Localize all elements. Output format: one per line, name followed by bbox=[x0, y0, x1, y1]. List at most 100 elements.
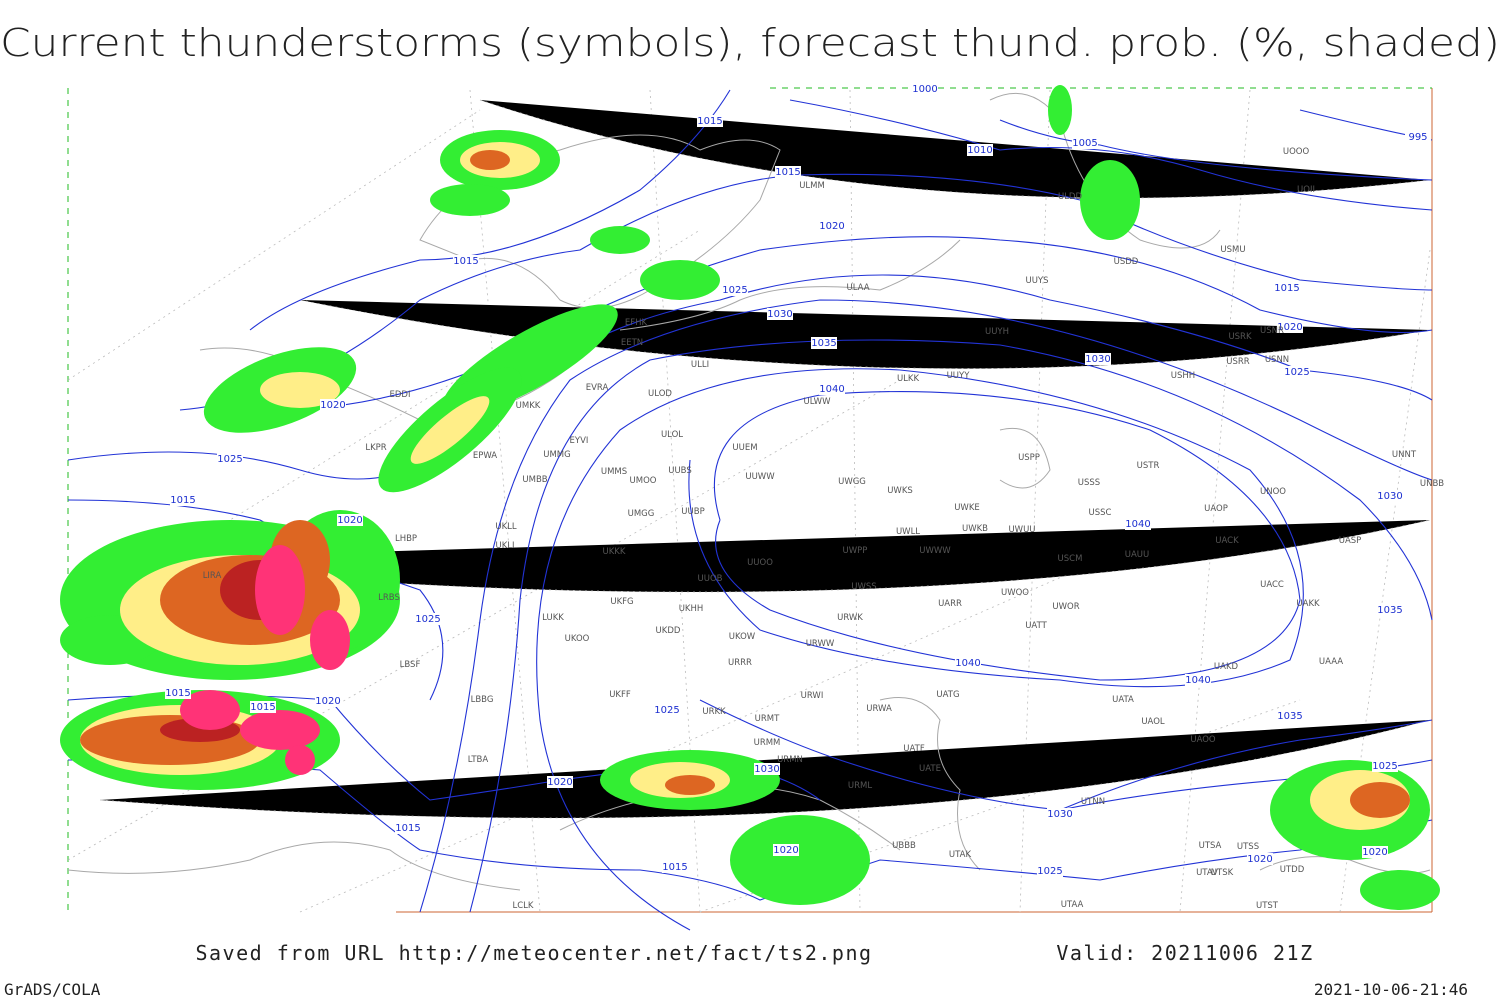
station-label: LCLK bbox=[513, 901, 534, 911]
isobar-label-bg bbox=[955, 657, 981, 669]
isobar-label-bg bbox=[722, 284, 748, 296]
station-label: UAUU bbox=[1125, 550, 1149, 560]
isobar-label-bg bbox=[1247, 853, 1273, 865]
isobar-label: 1020 bbox=[819, 221, 844, 232]
station-label: LUKK bbox=[542, 613, 564, 623]
station-label: UACK bbox=[1215, 536, 1239, 546]
station-label: UATE bbox=[919, 764, 941, 774]
station-label: URKK bbox=[702, 707, 726, 717]
station-label: UTAK bbox=[949, 850, 972, 860]
isobar-label: 1010 bbox=[967, 145, 992, 156]
station-label: UWKB bbox=[962, 524, 988, 534]
station-label: EETN bbox=[621, 338, 643, 348]
station-label: UUWW bbox=[745, 472, 775, 482]
isobar-label-bg bbox=[170, 494, 196, 506]
station-label: URML bbox=[848, 781, 872, 791]
isobar-label: 1040 bbox=[1125, 519, 1150, 530]
station-label: ULMM bbox=[799, 181, 825, 191]
thunderstorm-probability bbox=[60, 85, 1440, 910]
isobar-label: 1015 bbox=[250, 702, 275, 713]
isobar-label-bg bbox=[547, 776, 573, 788]
isobar-label: 1030 bbox=[1377, 491, 1402, 502]
station-label: URMM bbox=[754, 738, 781, 748]
station-label: UATG bbox=[936, 690, 959, 700]
station-label: UNBB bbox=[1420, 479, 1444, 489]
isobar-label: 1020 bbox=[320, 400, 345, 411]
timestamp: 2021-10-06-21:46 bbox=[1314, 980, 1468, 999]
isobar-label-bg bbox=[217, 453, 243, 465]
station-label: UASP bbox=[1339, 536, 1362, 546]
isobar-label: 995 bbox=[1408, 132, 1427, 143]
isobar-label: 1025 bbox=[1284, 367, 1309, 378]
station-label: UTAV bbox=[1196, 868, 1218, 878]
station-label: UKOW bbox=[729, 632, 756, 642]
isobar-label: 1035 bbox=[1277, 711, 1302, 722]
isobar-label-bg bbox=[912, 83, 938, 95]
station-label: ULDD bbox=[1058, 192, 1083, 202]
station-label: UWLL bbox=[896, 527, 920, 537]
station-label: ULAA bbox=[846, 283, 869, 293]
station-label: USPP bbox=[1018, 453, 1040, 463]
isobar-label: 1020 bbox=[315, 696, 340, 707]
station-label: LKPR bbox=[365, 443, 386, 453]
software-credit: GrADS/COLA bbox=[4, 980, 101, 999]
station-label: UWSS bbox=[851, 582, 876, 592]
station-label: USSC bbox=[1089, 508, 1112, 518]
isobar-label-bg bbox=[337, 514, 363, 526]
isobar-label: 1015 bbox=[775, 167, 800, 178]
station-label: UTSA bbox=[1199, 841, 1222, 851]
map-title: Current thunderstorms (symbols), forecas… bbox=[0, 21, 1500, 65]
isobar-label: 1030 bbox=[754, 764, 779, 775]
station-label: UUOB bbox=[698, 574, 723, 584]
isobar-label: 1020 bbox=[337, 515, 362, 526]
station-label: ULWW bbox=[804, 397, 832, 407]
station-label: UWPP bbox=[843, 546, 868, 556]
isobar-label-bg bbox=[775, 166, 801, 178]
station-label: USCM bbox=[1058, 554, 1083, 564]
station-label: ULOD bbox=[648, 389, 672, 399]
isobar-label: 1015 bbox=[395, 823, 420, 834]
station-label: URMT bbox=[755, 714, 780, 724]
station-label: URWW bbox=[806, 639, 835, 649]
station-label: USSS bbox=[1078, 478, 1100, 488]
isobar-label: 1020 bbox=[1247, 854, 1272, 865]
station-label: UATF bbox=[903, 744, 925, 754]
isobar-label-bg bbox=[1037, 865, 1063, 877]
station-label: ULLI bbox=[691, 360, 709, 370]
isobar-label-bg bbox=[1284, 366, 1310, 378]
station-label: UMKK bbox=[516, 401, 541, 411]
station-label: EPWA bbox=[473, 451, 497, 461]
isobar-label: 1030 bbox=[767, 309, 792, 320]
station-label: UUBS bbox=[668, 466, 692, 476]
station-label: LHBP bbox=[395, 534, 417, 544]
station-label: USTR bbox=[1137, 461, 1160, 471]
station-label: UKKK bbox=[603, 547, 626, 557]
valid-time: Valid: 20211006 21Z bbox=[1056, 941, 1313, 965]
station-label: EVRA bbox=[586, 383, 609, 393]
station-label: UATA bbox=[1112, 695, 1134, 705]
station-label: UMOO bbox=[630, 476, 657, 486]
isobar-label: 1015 bbox=[170, 495, 195, 506]
isobar-label-bg bbox=[250, 701, 276, 713]
station-label: UMMS bbox=[601, 467, 627, 477]
isobar-label-bg bbox=[453, 255, 479, 267]
isobar-label: 1030 bbox=[1085, 354, 1110, 365]
station-label: UWWW bbox=[919, 546, 951, 556]
isobar-label: 1025 bbox=[654, 705, 679, 716]
station-label: UUYY bbox=[947, 371, 971, 381]
station-label: ULKK bbox=[897, 374, 920, 384]
station-label: UAAA bbox=[1319, 657, 1343, 667]
station-label: UATT bbox=[1025, 621, 1047, 631]
station-label: UUOO bbox=[747, 558, 773, 568]
isobar-label-bg bbox=[773, 844, 799, 856]
station-label: UMBB bbox=[522, 475, 547, 485]
station-label: UTAA bbox=[1061, 900, 1084, 910]
isobar-label-bg bbox=[654, 704, 680, 716]
isobar-label: 1025 bbox=[415, 614, 440, 625]
station-label: UWGG bbox=[838, 477, 866, 487]
station-label: UACC bbox=[1260, 580, 1284, 590]
station-label: UOII bbox=[1297, 185, 1315, 195]
isobar-label: 1025 bbox=[722, 285, 747, 296]
station-label: URRR bbox=[728, 658, 752, 668]
isobar-label-bg bbox=[1377, 604, 1403, 616]
